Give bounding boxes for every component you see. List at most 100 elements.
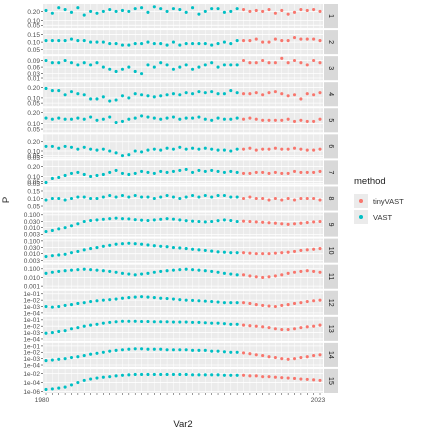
- point-vast: [165, 146, 169, 150]
- point-vast: [216, 373, 220, 377]
- point-vast: [108, 269, 112, 273]
- point-tinyvast: [299, 170, 303, 174]
- point-vast: [114, 195, 118, 199]
- point-vast: [152, 372, 156, 377]
- point-vast: [146, 319, 150, 324]
- point-vast: [50, 89, 54, 93]
- facet-strip-label: 3: [327, 66, 334, 70]
- point-vast: [229, 63, 233, 67]
- point-vast: [159, 195, 163, 199]
- point-vast: [95, 246, 99, 250]
- facet-strip: [324, 4, 338, 29]
- point-vast: [146, 195, 150, 199]
- point-tinyvast: [292, 36, 297, 40]
- point-vast: [101, 40, 105, 44]
- point-vast: [127, 319, 131, 323]
- point-tinyvast: [305, 355, 309, 359]
- point-vast: [222, 40, 226, 44]
- y-tick-label: 1e-02: [23, 350, 40, 357]
- legend-key: [354, 194, 368, 208]
- point-tinyvast: [305, 220, 309, 225]
- point-vast: [114, 348, 118, 352]
- point-vast: [197, 320, 201, 324]
- point-vast: [146, 218, 150, 223]
- point-vast: [108, 217, 112, 221]
- point-vast: [171, 320, 175, 324]
- point-vast: [50, 144, 54, 148]
- point-vast: [216, 349, 220, 353]
- point-vast: [89, 9, 93, 13]
- point-vast: [140, 372, 144, 377]
- point-tinyvast: [312, 196, 316, 201]
- point-vast: [133, 347, 137, 351]
- point-tinyvast: [273, 375, 277, 379]
- point-tinyvast: [318, 219, 322, 224]
- point-vast: [120, 319, 125, 323]
- point-tinyvast: [241, 92, 246, 96]
- point-tinyvast: [299, 147, 303, 151]
- point-vast: [210, 249, 214, 253]
- point-vast: [216, 169, 220, 173]
- point-tinyvast: [292, 169, 297, 173]
- point-vast: [235, 195, 239, 199]
- point-vast: [165, 9, 169, 13]
- point-vast: [171, 92, 175, 96]
- y-tick-label: 0.03: [27, 181, 40, 188]
- point-vast: [127, 43, 131, 47]
- point-vast: [69, 251, 74, 255]
- point-vast: [184, 91, 188, 95]
- point-vast: [50, 11, 54, 15]
- point-vast: [159, 347, 163, 351]
- point-tinyvast: [273, 118, 277, 122]
- point-tinyvast: [280, 273, 284, 277]
- point-tinyvast: [254, 170, 258, 174]
- point-tinyvast: [305, 63, 309, 67]
- point-vast: [133, 193, 137, 198]
- point-tinyvast: [261, 40, 265, 44]
- y-tick-label: 0.20: [27, 139, 40, 146]
- point-vast: [133, 273, 137, 277]
- point-tinyvast: [305, 170, 309, 174]
- point-vast: [222, 117, 226, 121]
- point-tinyvast: [286, 39, 290, 43]
- point-vast: [120, 217, 125, 221]
- point-vast: [63, 329, 67, 333]
- x-axis-title: Var2: [173, 419, 192, 430]
- point-vast: [210, 118, 214, 122]
- point-tinyvast: [286, 171, 290, 175]
- point-vast: [120, 373, 125, 377]
- point-tinyvast: [248, 146, 252, 150]
- point-vast: [222, 322, 226, 326]
- point-vast: [95, 148, 99, 152]
- point-tinyvast: [292, 58, 297, 63]
- point-vast: [76, 268, 80, 272]
- point-vast: [140, 42, 144, 46]
- point-tinyvast: [241, 273, 246, 277]
- point-vast: [235, 322, 239, 326]
- point-vast: [203, 373, 207, 377]
- point-vast: [127, 195, 131, 199]
- point-tinyvast: [267, 198, 271, 202]
- point-vast: [197, 373, 201, 377]
- y-tick-label: 0.100: [24, 212, 41, 219]
- point-tinyvast: [267, 275, 271, 279]
- point-vast: [203, 117, 207, 121]
- point-tinyvast: [241, 301, 246, 305]
- point-vast: [127, 272, 131, 276]
- point-tinyvast: [261, 303, 265, 307]
- point-tinyvast: [280, 222, 284, 226]
- point-tinyvast: [286, 196, 290, 201]
- point-vast: [165, 63, 169, 67]
- facet-strip-label: 14: [327, 351, 334, 359]
- x-tick-label-first: 1980: [35, 397, 50, 404]
- point-vast: [101, 269, 105, 273]
- point-tinyvast: [305, 119, 309, 123]
- point-vast: [146, 148, 150, 152]
- point-vast: [159, 42, 163, 46]
- y-tick-label: 0.010: [24, 275, 41, 282]
- legend-label-vast: VAST: [373, 212, 393, 222]
- point-tinyvast: [318, 117, 322, 121]
- point-vast: [165, 93, 169, 97]
- point-vast: [89, 115, 93, 119]
- point-tinyvast: [261, 252, 265, 256]
